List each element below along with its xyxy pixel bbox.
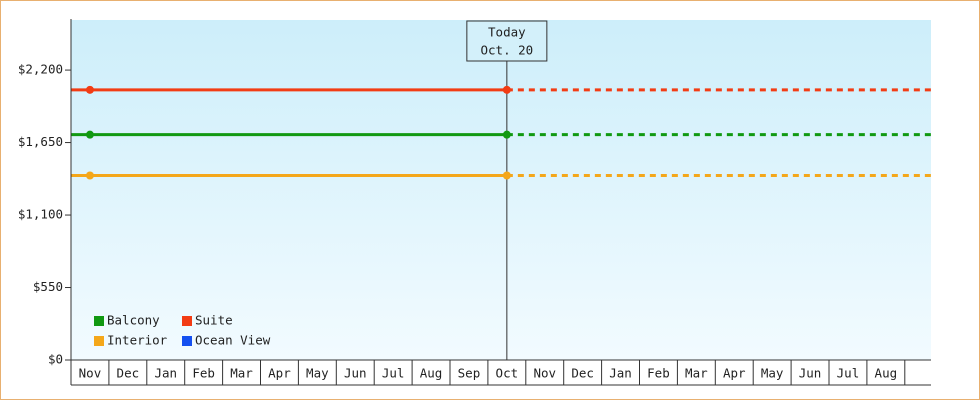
point: [85, 130, 94, 139]
x-tick-label: Aug: [420, 366, 443, 381]
point: [85, 85, 94, 94]
legend-swatch: [182, 316, 192, 326]
legend-swatch: [182, 336, 192, 346]
x-tick-label: Nov: [533, 366, 556, 381]
x-tick-label: Jan: [154, 366, 177, 381]
x-tick-label: Aug: [875, 366, 898, 381]
legend-label: Suite: [195, 313, 233, 328]
point: [502, 85, 511, 94]
x-tick-label: Jul: [837, 366, 860, 381]
x-tick-label: May: [761, 366, 784, 381]
today-label: Oct. 20: [481, 43, 534, 58]
x-tick-label: Mar: [230, 366, 253, 381]
x-tick-label: Feb: [192, 366, 215, 381]
y-tick-label: $2,200: [18, 62, 63, 77]
point: [502, 130, 511, 139]
x-tick-label: Feb: [647, 366, 670, 381]
x-tick-label: Sep: [458, 366, 481, 381]
point: [502, 171, 511, 180]
legend-swatch: [94, 336, 104, 346]
x-tick-label: Jun: [344, 366, 367, 381]
today-box: [466, 20, 548, 62]
y-tick-label: $550: [33, 279, 63, 294]
x-tick-label: Oct: [496, 366, 519, 381]
legend-swatch: [94, 316, 104, 326]
legend-label: Balcony: [107, 313, 160, 328]
point: [85, 171, 94, 180]
x-tick-label: Apr: [268, 366, 291, 381]
plot-area: [71, 20, 931, 360]
x-tick-label: Jan: [609, 366, 632, 381]
y-tick-label: $0: [48, 352, 63, 367]
x-tick-label: Mar: [685, 366, 708, 381]
legend-label: Ocean View: [195, 333, 271, 348]
x-tick-label: May: [306, 366, 329, 381]
legend-label: Interior: [107, 333, 168, 348]
x-tick-label: Dec: [571, 366, 594, 381]
x-tick-label: Jul: [382, 366, 405, 381]
x-tick-label: Apr: [723, 366, 746, 381]
today-label: Today: [488, 25, 526, 40]
y-tick-label: $1,100: [18, 207, 63, 222]
x-tick-label: Dec: [117, 366, 140, 381]
x-tick-label: Jun: [799, 366, 822, 381]
y-tick-label: $1,650: [18, 134, 63, 149]
x-tick-label: Nov: [79, 366, 102, 381]
